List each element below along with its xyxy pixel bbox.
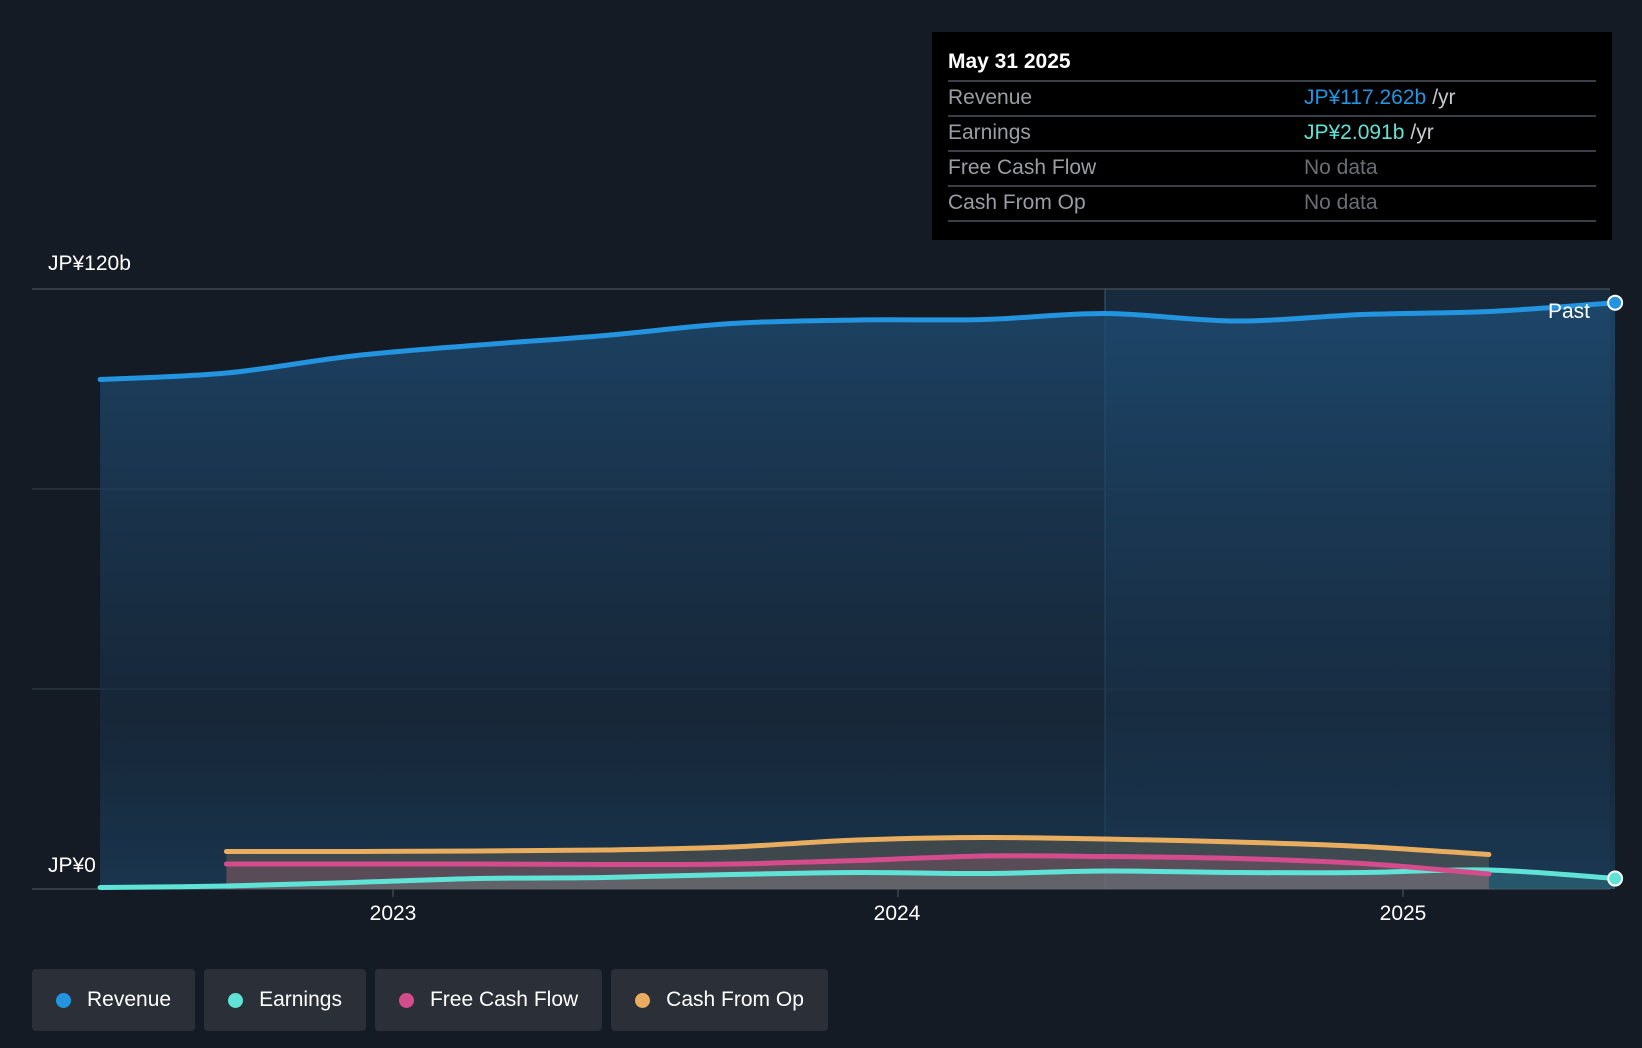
tooltip-value-text: JP¥117.262b xyxy=(1304,86,1427,109)
tooltip-date: May 31 2025 xyxy=(948,46,1596,82)
end-marker-revenue xyxy=(1607,294,1624,311)
tooltip-value-text: No data xyxy=(1304,191,1378,214)
revenue-dot-icon xyxy=(56,992,71,1008)
past-label: Past xyxy=(1548,300,1591,323)
area-layer xyxy=(100,302,1616,889)
tooltip-unit: /yr xyxy=(1410,121,1434,144)
legend-item-free-cash-flow[interactable]: Free Cash Flow xyxy=(374,969,603,1031)
series-line-earnings xyxy=(97,867,1618,890)
line-layer xyxy=(97,294,1624,890)
tooltip-value-text: No data xyxy=(1304,156,1378,179)
end-marker-earnings xyxy=(1607,870,1624,887)
tooltip: May 31 2025 Revenue JP¥117.262b/yr Earni… xyxy=(932,32,1612,240)
free-cash-flow-dot-icon xyxy=(398,992,414,1008)
legend-item-revenue[interactable]: Revenue xyxy=(32,969,196,1031)
tooltip-row-revenue: Revenue JP¥117.262b/yr xyxy=(948,82,1596,117)
y-tick-label-top: JP¥120b xyxy=(48,252,131,275)
y-tick-label-bottom: JP¥0 xyxy=(48,854,96,877)
tooltip-unit: /yr xyxy=(1432,86,1456,109)
tooltip-label: Free Cash Flow xyxy=(948,156,1097,179)
cash-from-op-dot-icon xyxy=(635,992,651,1008)
legend-item-cash-from-op[interactable]: Cash From Op xyxy=(611,969,828,1031)
legend-item-earnings[interactable]: Earnings xyxy=(204,969,366,1031)
tooltip-row-cash-from-op: Cash From Op No data xyxy=(948,187,1596,222)
legend-label: Free Cash Flow xyxy=(429,988,579,1011)
tooltip-label: Cash From Op xyxy=(948,191,1086,214)
tooltip-value: JP¥117.262b/yr xyxy=(1304,82,1456,115)
x-tick-label-2024: 2024 xyxy=(873,902,921,925)
tooltip-row-free-cash-flow: Free Cash Flow No data xyxy=(948,152,1596,187)
legend: Revenue Earnings Free Cash Flow Cash Fro… xyxy=(32,969,828,1031)
tooltip-value: JP¥2.091b/yr xyxy=(1304,117,1434,150)
legend-label: Earnings xyxy=(259,988,342,1011)
x-tick-label-2023: 2023 xyxy=(369,902,417,925)
legend-label: Cash From Op xyxy=(666,988,804,1011)
earnings-dot-icon xyxy=(228,992,244,1008)
x-tick-label-2025: 2025 xyxy=(1379,902,1427,925)
legend-label: Revenue xyxy=(87,988,172,1011)
tooltip-row-earnings: Earnings JP¥2.091b/yr xyxy=(948,117,1596,152)
x-tick-marks xyxy=(392,889,1404,897)
series-line-free-cash-flow xyxy=(223,853,1492,877)
tooltip-label: Earnings xyxy=(948,121,1031,144)
series-area-revenue xyxy=(100,302,1616,889)
series-line-cash-from-op xyxy=(223,834,1492,857)
tooltip-value-text: JP¥2.091b xyxy=(1304,121,1405,144)
series-line-revenue xyxy=(97,300,1618,382)
tooltip-label: Revenue xyxy=(948,86,1033,109)
